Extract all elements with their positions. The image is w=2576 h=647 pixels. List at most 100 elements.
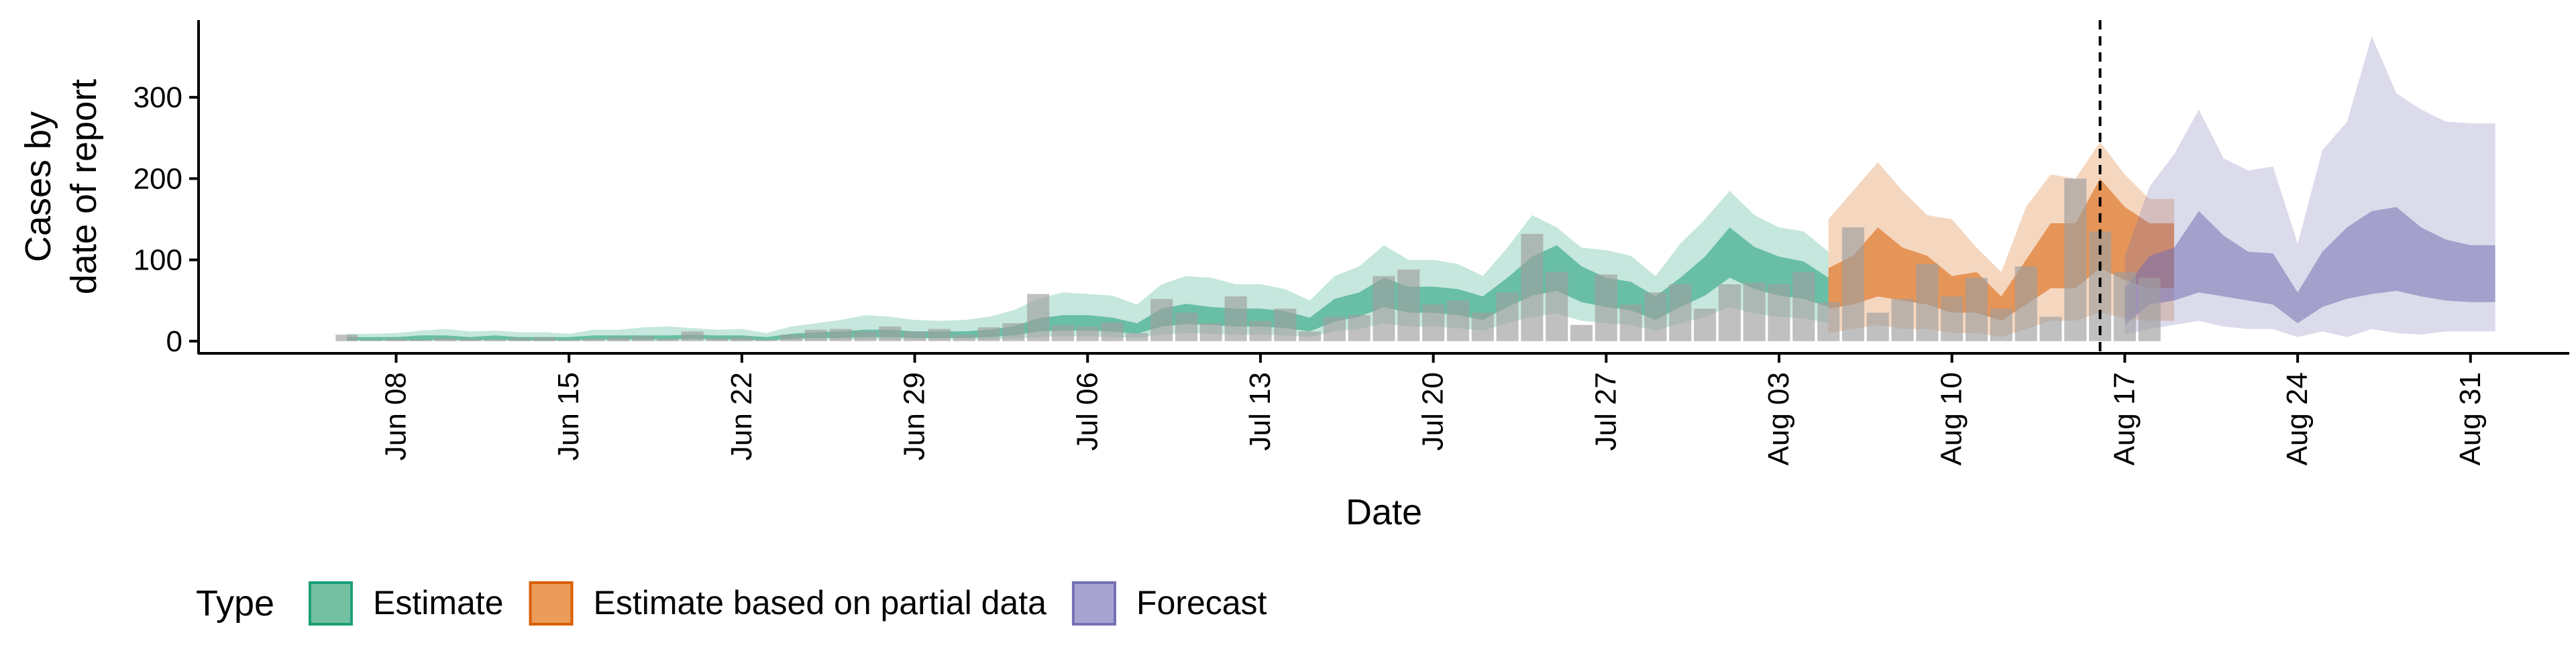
x-tick-label: Aug 24 <box>2281 372 2314 465</box>
case-bar <box>1619 304 1642 341</box>
case-bar <box>1891 298 1914 341</box>
case-bar <box>1051 325 1074 341</box>
case-bar <box>1841 227 1864 341</box>
case-bar <box>681 331 704 341</box>
case-bar <box>632 336 655 341</box>
case-bar <box>607 337 630 341</box>
y-axis-title-line-2: date of report <box>64 79 104 294</box>
case-bar <box>508 338 531 341</box>
x-tick-label: Aug 17 <box>2108 372 2141 465</box>
case-bar <box>1373 276 1395 341</box>
case-bar <box>1817 302 1840 341</box>
case-bar <box>360 339 383 341</box>
case-bar <box>780 335 802 341</box>
case-bar <box>1422 304 1445 341</box>
case-bar <box>1150 298 1173 341</box>
case-bar <box>335 335 358 341</box>
case-bar <box>533 337 555 341</box>
bands-layer <box>346 36 2496 341</box>
y-tick-label: 300 <box>133 81 182 114</box>
case-bar <box>1792 272 1815 341</box>
case-bar <box>804 329 827 341</box>
y-axis-title-line-1: Cases by <box>18 111 58 262</box>
case-bar <box>2039 316 2062 341</box>
x-tick-label: Jul 27 <box>1589 372 1622 451</box>
case-bar <box>1521 233 1544 341</box>
bars-layer <box>335 178 2161 341</box>
case-bar <box>1299 331 1322 341</box>
case-bar <box>1076 327 1099 341</box>
case-bar <box>1546 272 1568 341</box>
legend-swatch-forecast <box>1071 581 1116 626</box>
case-bar <box>1348 315 1371 341</box>
case-bar <box>409 339 432 341</box>
case-bar <box>1595 274 1617 341</box>
case-bar <box>582 339 605 341</box>
case-bar <box>434 338 457 341</box>
case-bar <box>484 339 506 341</box>
case-bar <box>1990 308 2012 341</box>
case-bar <box>384 339 407 341</box>
case-bar <box>706 338 729 341</box>
case-bar <box>1446 300 1469 341</box>
case-bar <box>904 331 926 341</box>
estimate-based-on-partial-data-band-50 <box>1828 178 2174 321</box>
x-tick-label: Jun 29 <box>898 372 931 461</box>
case-bar <box>1249 320 1272 341</box>
case-bar <box>755 339 778 341</box>
case-bar <box>1496 292 1519 341</box>
case-bar <box>1101 322 1124 341</box>
x-tick-label: Aug 03 <box>1762 372 1795 465</box>
case-bar <box>928 329 951 341</box>
case-bar <box>1669 284 1692 341</box>
case-bar <box>953 335 975 341</box>
case-bar <box>1941 296 1964 341</box>
case-bar <box>1471 312 1494 341</box>
case-bar <box>731 337 753 341</box>
legend-swatch-estimate-based-on-partial-data <box>529 581 574 626</box>
case-bar <box>1768 284 1790 341</box>
case-bar <box>1274 308 1297 341</box>
x-axis-title: Date <box>1346 492 1422 532</box>
y-tick-label: 0 <box>166 325 182 358</box>
legend-swatch-estimate <box>309 581 353 626</box>
x-tick-label: Aug 10 <box>1935 372 1968 465</box>
legend-layer: Type Estimate Estimate based on partial da… <box>196 581 1267 626</box>
case-bar <box>1224 296 1247 341</box>
case-bar <box>1570 325 1593 341</box>
case-bar <box>2064 178 2087 341</box>
legend-title: Type <box>196 583 274 624</box>
case-bar <box>1199 323 1222 341</box>
x-tick-label: Jul 13 <box>1244 372 1277 451</box>
axes-layer: 0 100 200 300 Jun 08 Jun 15 Jun 22 Jun 29 Jul 06… <box>18 20 2569 532</box>
x-tick-label: Jul 06 <box>1071 372 1104 451</box>
case-bar <box>977 327 1000 341</box>
case-bar <box>459 339 482 341</box>
case-bar <box>2138 278 2161 341</box>
legend-label-forecast: Forecast <box>1136 584 1267 622</box>
x-tick-label: Jul 20 <box>1417 372 1450 451</box>
legend-label-estimate-based-on-partial-data: Estimate based on partial data <box>594 584 1047 622</box>
case-bar <box>829 329 852 341</box>
case-bar <box>557 339 580 341</box>
x-tick-label: Jun 08 <box>380 372 413 461</box>
case-bar <box>1694 308 1717 341</box>
x-tick-label: Aug 31 <box>2454 372 2487 465</box>
case-bar <box>1965 278 1988 341</box>
case-bar <box>1743 282 1766 341</box>
case-bar <box>1397 270 1420 341</box>
case-bar <box>1002 323 1025 341</box>
case-bar <box>1323 316 1346 341</box>
case-bar <box>2113 272 2136 341</box>
y-tick-label: 200 <box>133 162 182 195</box>
case-bar <box>879 327 902 341</box>
case-bar <box>854 331 877 341</box>
case-bar <box>1126 333 1148 341</box>
case-bar <box>1916 263 1939 341</box>
case-bar <box>656 339 679 341</box>
x-tick-label: Jun 15 <box>552 372 585 461</box>
case-bar <box>1027 294 1050 341</box>
forecast-band-50 <box>2125 207 2496 325</box>
case-bar <box>1718 284 1741 341</box>
